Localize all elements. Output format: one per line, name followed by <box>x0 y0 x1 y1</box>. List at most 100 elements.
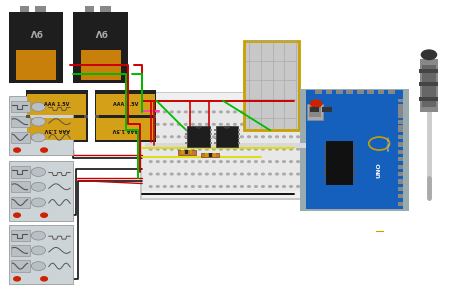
Bar <box>140 92 332 200</box>
Circle shape <box>177 111 180 113</box>
Circle shape <box>31 262 46 271</box>
Circle shape <box>177 123 180 125</box>
Bar <box>244 41 299 130</box>
Circle shape <box>255 111 257 113</box>
Bar <box>388 90 395 94</box>
Circle shape <box>297 186 300 187</box>
Circle shape <box>206 186 208 187</box>
Circle shape <box>14 148 20 152</box>
Circle shape <box>325 136 328 138</box>
Circle shape <box>149 123 152 125</box>
Circle shape <box>283 136 285 138</box>
Bar <box>216 126 238 147</box>
Text: AAA 1.5V: AAA 1.5V <box>44 102 70 107</box>
Circle shape <box>212 186 215 187</box>
Bar <box>210 129 212 131</box>
Circle shape <box>241 123 243 125</box>
Bar <box>238 133 240 135</box>
Bar <box>353 157 355 160</box>
Circle shape <box>164 136 166 138</box>
Circle shape <box>290 148 292 150</box>
Circle shape <box>276 161 278 163</box>
Circle shape <box>297 123 300 125</box>
Bar <box>145 143 327 148</box>
Circle shape <box>241 161 243 163</box>
Circle shape <box>255 186 257 187</box>
Bar <box>9 96 73 155</box>
Bar <box>11 230 30 241</box>
Bar <box>238 142 240 144</box>
Circle shape <box>177 186 180 187</box>
Circle shape <box>290 111 292 113</box>
Bar <box>11 197 30 208</box>
Bar <box>95 115 99 118</box>
Bar <box>181 150 184 154</box>
Circle shape <box>283 173 285 175</box>
Bar <box>324 151 326 154</box>
Circle shape <box>283 111 285 113</box>
Text: arduino: arduino <box>387 136 391 151</box>
Bar <box>142 93 329 198</box>
Circle shape <box>283 161 285 163</box>
Circle shape <box>212 111 215 113</box>
Bar <box>210 138 212 139</box>
Circle shape <box>149 111 152 113</box>
Bar <box>346 90 353 94</box>
Bar <box>306 90 403 209</box>
Bar <box>324 145 326 148</box>
Circle shape <box>269 161 271 163</box>
Circle shape <box>234 123 236 125</box>
Circle shape <box>156 123 159 125</box>
Circle shape <box>318 186 320 187</box>
Circle shape <box>171 186 173 187</box>
Circle shape <box>310 100 322 107</box>
Circle shape <box>247 136 250 138</box>
Circle shape <box>219 173 222 175</box>
Bar <box>398 109 403 113</box>
Circle shape <box>304 123 306 125</box>
Circle shape <box>276 148 278 150</box>
Circle shape <box>171 173 173 175</box>
Circle shape <box>262 186 264 187</box>
Circle shape <box>304 161 306 163</box>
Bar <box>20 6 29 12</box>
Bar <box>336 90 343 94</box>
Bar <box>322 107 332 112</box>
Circle shape <box>241 186 243 187</box>
Bar <box>210 142 212 144</box>
Bar <box>178 150 196 155</box>
Circle shape <box>241 173 243 175</box>
Circle shape <box>304 173 306 175</box>
Circle shape <box>234 136 236 138</box>
Bar <box>153 115 156 118</box>
Circle shape <box>31 198 46 207</box>
Circle shape <box>219 136 222 138</box>
Circle shape <box>255 148 257 150</box>
Bar <box>11 116 30 127</box>
Circle shape <box>227 148 229 150</box>
Circle shape <box>206 136 208 138</box>
Circle shape <box>31 231 46 240</box>
Circle shape <box>297 136 300 138</box>
Circle shape <box>191 123 194 125</box>
Bar <box>309 106 321 117</box>
Circle shape <box>311 123 313 125</box>
Circle shape <box>318 173 320 175</box>
Bar <box>353 151 355 154</box>
Circle shape <box>304 148 306 150</box>
Circle shape <box>184 186 187 187</box>
Bar <box>353 168 355 171</box>
Circle shape <box>219 161 222 163</box>
Circle shape <box>241 136 243 138</box>
Circle shape <box>184 123 187 125</box>
Circle shape <box>318 161 320 163</box>
Circle shape <box>241 111 243 113</box>
Circle shape <box>206 161 208 163</box>
Bar <box>9 12 63 83</box>
Bar <box>378 90 384 94</box>
Circle shape <box>276 123 278 125</box>
Circle shape <box>14 277 20 281</box>
Circle shape <box>149 186 152 187</box>
Circle shape <box>219 111 222 113</box>
Bar <box>190 150 192 154</box>
